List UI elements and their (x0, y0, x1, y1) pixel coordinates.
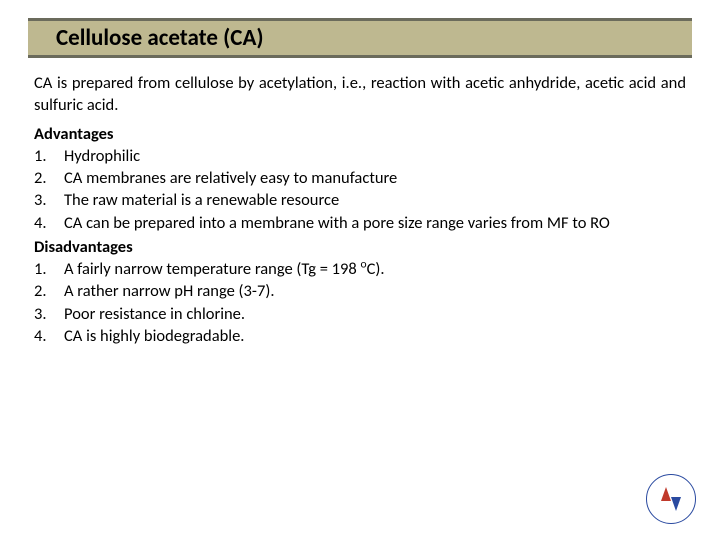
list-text: CA can be prepared into a membrane with … (64, 212, 686, 234)
intro-paragraph: CA is prepared from cellulose by acetyla… (34, 72, 686, 117)
logo-ring (646, 474, 696, 524)
title-rule-bottom (28, 55, 692, 58)
advantages-heading: Advantages (34, 123, 686, 145)
content-body: CA is prepared from cellulose by acetyla… (28, 72, 692, 347)
arrow-up-icon (661, 487, 671, 501)
list-text: CA is highly biodegradable. (64, 325, 686, 347)
list-number: 3. (34, 303, 64, 325)
list-number: 2. (34, 280, 64, 302)
list-item: 1.Hydrophilic (34, 145, 686, 167)
disadvantages-heading: Disadvantages (34, 236, 686, 258)
advantages-list: 1.Hydrophilic 2.CA membranes are relativ… (34, 145, 686, 234)
arrow-down-icon (671, 497, 681, 511)
list-text: A rather narrow pH range (3-7). (64, 280, 686, 302)
title-bar: Cellulose acetate (CA) (28, 21, 692, 55)
list-number: 1. (34, 145, 64, 167)
list-text: CA membranes are relatively easy to manu… (64, 167, 686, 189)
list-number: 1. (34, 258, 64, 280)
list-item: 4.CA is highly biodegradable. (34, 325, 686, 347)
text-fragment: A fairly narrow temperature range (Tg = … (64, 259, 361, 279)
list-item: 3.The raw material is a renewable resour… (34, 189, 686, 211)
list-item: 4.CA can be prepared into a membrane wit… (34, 212, 686, 234)
list-number: 2. (34, 167, 64, 189)
list-text: The raw material is a renewable resource (64, 189, 686, 211)
logo-icon (646, 474, 696, 524)
title-block: Cellulose acetate (CA) (28, 18, 692, 58)
list-number: 4. (34, 325, 64, 347)
list-item: 3.Poor resistance in chlorine. (34, 303, 686, 325)
list-item: 2.A rather narrow pH range (3-7). (34, 280, 686, 302)
page-title: Cellulose acetate (CA) (56, 24, 264, 52)
list-text: Poor resistance in chlorine. (64, 303, 686, 325)
list-number: 4. (34, 212, 64, 234)
list-item: 1.A fairly narrow temperature range (Tg … (34, 258, 686, 280)
list-number: 3. (34, 189, 64, 211)
list-text: A fairly narrow temperature range (Tg = … (64, 258, 686, 280)
disadvantages-list: 1.A fairly narrow temperature range (Tg … (34, 258, 686, 347)
slide: Cellulose acetate (CA) CA is prepared fr… (0, 0, 720, 540)
list-text: Hydrophilic (64, 145, 686, 167)
text-fragment: C). (367, 259, 385, 279)
list-item: 2.CA membranes are relatively easy to ma… (34, 167, 686, 189)
